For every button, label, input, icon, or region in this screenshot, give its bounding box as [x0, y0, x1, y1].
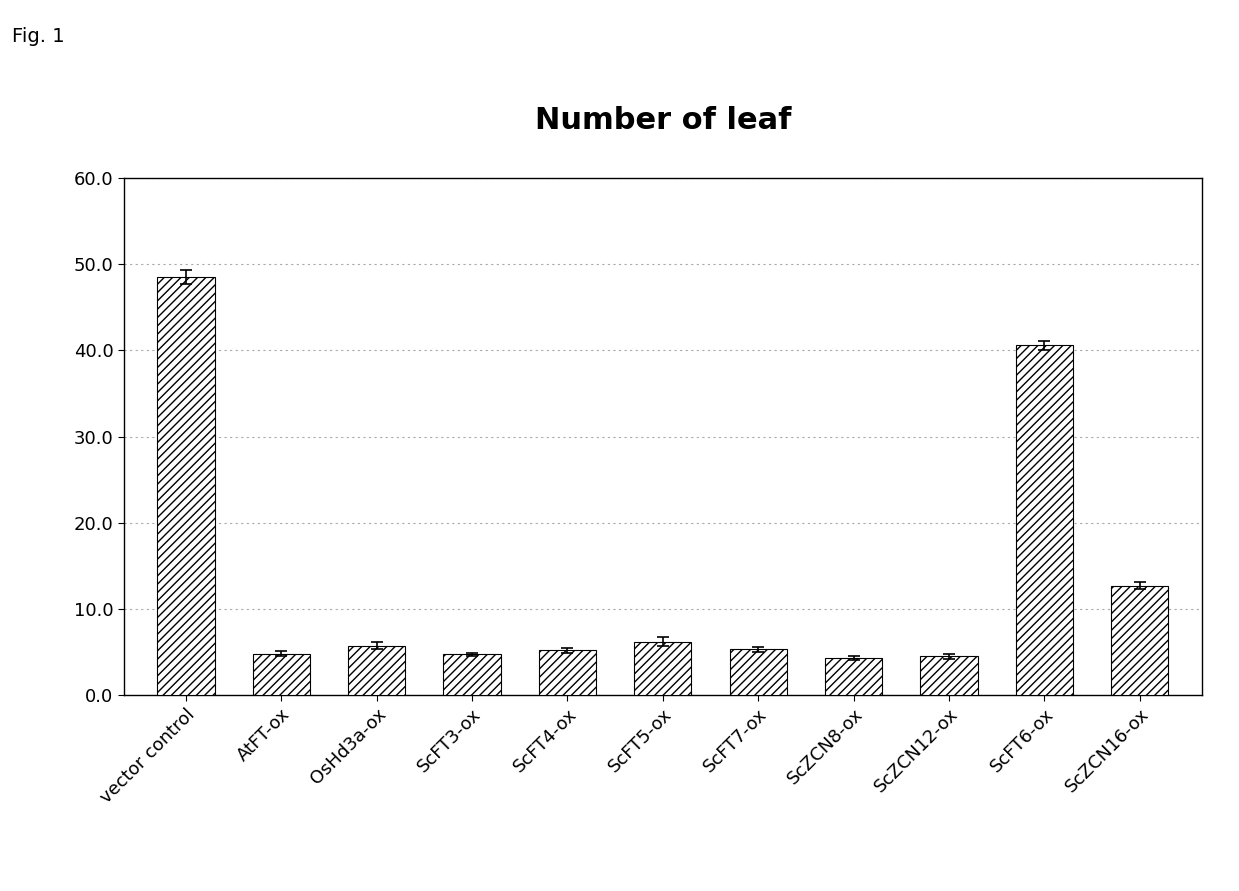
- Bar: [730, 650, 787, 695]
- Bar: [1016, 346, 1073, 695]
- Text: Fig. 1: Fig. 1: [12, 27, 64, 45]
- Bar: [157, 277, 214, 695]
- Bar: [825, 658, 882, 695]
- Bar: [634, 642, 691, 695]
- Bar: [253, 654, 310, 695]
- Text: Number of leaf: Number of leaf: [535, 106, 790, 135]
- Bar: [444, 655, 501, 695]
- Bar: [921, 656, 978, 695]
- Bar: [539, 650, 596, 695]
- Bar: [1111, 585, 1168, 695]
- Bar: [348, 646, 405, 695]
